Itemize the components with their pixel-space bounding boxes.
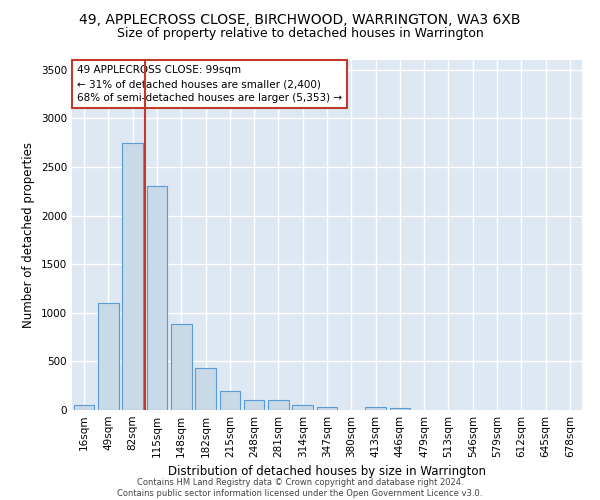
Bar (122, 142, 143, 410)
Bar (74, 405, 94, 410)
Text: 49, APPLECROSS CLOSE, BIRCHWOOD, WARRINGTON, WA3 6XB: 49, APPLECROSS CLOSE, BIRCHWOOD, WARRING… (79, 12, 521, 26)
Text: 49 APPLECROSS CLOSE: 99sqm
← 31% of detached houses are smaller (2,400)
68% of s: 49 APPLECROSS CLOSE: 99sqm ← 31% of deta… (77, 66, 342, 104)
Text: Size of property relative to detached houses in Warrington: Size of property relative to detached ho… (116, 28, 484, 40)
Bar (244, 400, 265, 410)
Bar (171, 324, 191, 410)
Bar (98, 303, 119, 410)
X-axis label: Distribution of detached houses by size in Warrington: Distribution of detached houses by size … (168, 466, 486, 478)
Bar (220, 390, 240, 410)
Bar (292, 404, 313, 410)
Y-axis label: Number of detached properties: Number of detached properties (22, 142, 35, 328)
Bar (317, 407, 337, 410)
Bar (389, 408, 410, 410)
Text: Contains HM Land Registry data © Crown copyright and database right 2024.
Contai: Contains HM Land Registry data © Crown c… (118, 478, 482, 498)
Bar (268, 400, 289, 410)
Bar (365, 407, 386, 410)
Bar (146, 186, 167, 410)
Bar (195, 368, 216, 410)
